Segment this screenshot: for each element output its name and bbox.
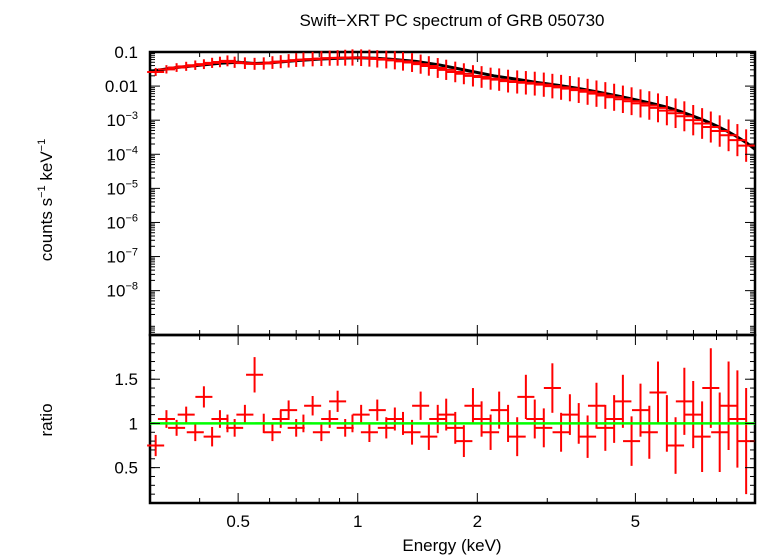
spectrum-y-tick-label: 0.01 (105, 77, 138, 96)
tick-base: 10 (107, 248, 126, 267)
tick-base: 10 (107, 111, 126, 130)
tick-base: 10 (107, 145, 126, 164)
tick-base: 10 (107, 282, 126, 301)
ratio-plot-frame (148, 333, 757, 505)
x-tick-label: 5 (631, 512, 640, 531)
ylabel-exp2: −1 (36, 139, 48, 152)
spectrum-y-axis-title: counts s−1 keV−1 (36, 139, 56, 261)
spectrum-y-tick-label: 10−3 (107, 110, 138, 130)
spectrum-y-tick-label: 10−5 (107, 178, 138, 198)
x-tick-label: 0.5 (226, 512, 250, 531)
ylabel-exp1: −1 (36, 185, 48, 198)
ratio-y-axis-title: ratio (37, 403, 56, 436)
ylabel-kev: keV (37, 151, 56, 186)
spectrum-y-tick-label: 0.1 (114, 43, 138, 62)
ratio-y-tick-label: 0.5 (114, 459, 138, 478)
spectrum-y-tick-label: 10−4 (107, 144, 138, 164)
tick-exponent: −8 (125, 281, 138, 293)
x-tick-label: 2 (473, 512, 482, 531)
tick-base: 10 (107, 213, 126, 232)
ylabel-counts: counts s (37, 198, 56, 261)
spectrum-plot-frame (148, 50, 757, 337)
x-axis-title: Energy (keV) (402, 536, 501, 555)
tick-exponent: −4 (125, 144, 138, 156)
ratio-y-tick-label: 1 (129, 414, 138, 433)
ratio-y-tick-label: 1.5 (114, 370, 138, 389)
tick-exponent: −5 (125, 178, 138, 190)
tick-exponent: −6 (125, 212, 138, 224)
ratio-panel: 0.5 1 1.5 0.5 1 2 5 ratio Energy (keV) (37, 333, 757, 555)
x-tick-label: 1 (353, 512, 362, 531)
spectrum-y-tick-label: 10−7 (107, 247, 138, 267)
tick-exponent: −3 (125, 110, 138, 122)
tick-base: 10 (107, 179, 126, 198)
tick-exponent: −7 (125, 247, 138, 259)
spectrum-y-tick-label: 10−8 (107, 281, 138, 301)
spectrum-y-tick-label: 10−6 (107, 212, 138, 232)
chart-title: Swift−XRT PC spectrum of GRB 050730 (299, 11, 604, 30)
